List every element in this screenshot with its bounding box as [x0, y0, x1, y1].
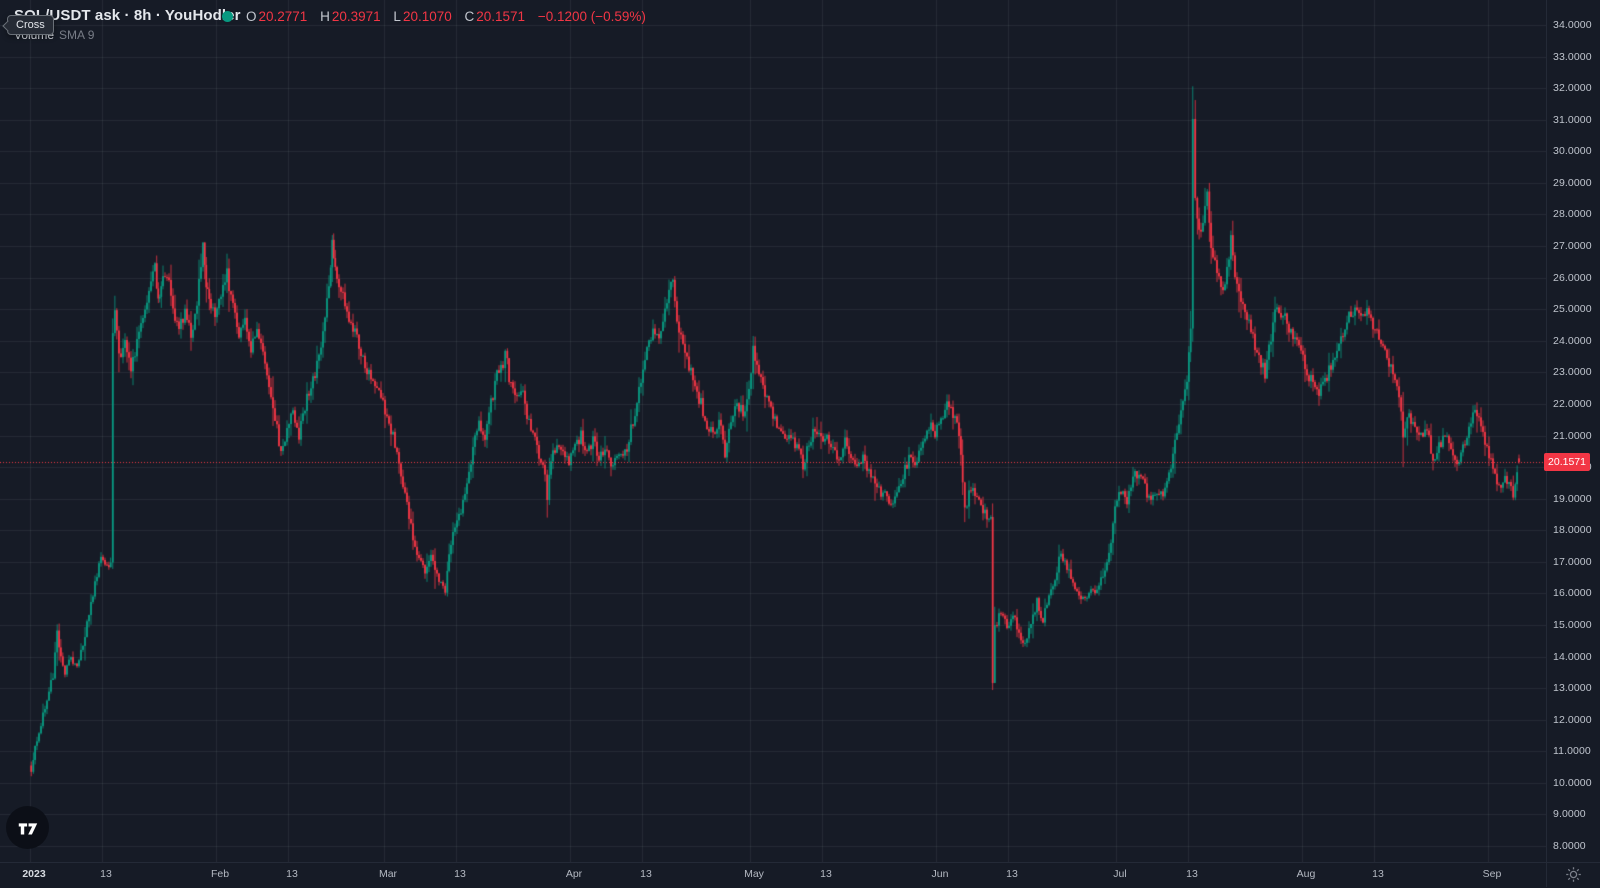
time-axis-label: 13: [100, 868, 112, 880]
low-label: L: [393, 9, 401, 24]
indicator-params: SMA 9: [59, 28, 95, 42]
time-axis-label: Feb: [210, 868, 230, 880]
price-axis-label: 23.0000: [1553, 366, 1592, 379]
crosshair-tooltip-text: Cross: [16, 19, 45, 31]
price-axis-label: 31.0000: [1553, 113, 1592, 126]
close-label: C: [464, 9, 475, 24]
price-axis-label: 29.0000: [1553, 176, 1592, 189]
last-price-label: 20.1571: [1544, 453, 1590, 471]
price-axis-label: 18.0000: [1553, 524, 1592, 537]
ohlc-values: O 20.2771 H 20.3971 L 20.1070 C 20.1571 −0.1…: [246, 9, 646, 24]
price-axis-label: 25.0000: [1553, 303, 1592, 316]
price-axis-label: 33.0000: [1553, 50, 1592, 63]
price-axis-label: 9.0000: [1553, 808, 1586, 821]
price-axis-label: 24.0000: [1553, 334, 1592, 347]
symbol-title[interactable]: SOL/USDT ask · 8h · YouHodler: [14, 7, 241, 24]
price-axis-label: 13.0000: [1553, 682, 1592, 695]
time-axis-label: Sep: [1482, 868, 1502, 880]
close-value: 20.1571: [476, 9, 526, 24]
time-axis-label: 2023: [22, 868, 46, 880]
time-axis-label: Aug: [1296, 868, 1316, 880]
time-axis[interactable]: 2023 13 Feb 13 Mar 13 Apr 13 May 13 Jun 13 Jul 13 Aug 1…: [0, 863, 1546, 887]
price-axis-label: 15.0000: [1553, 618, 1592, 631]
price-axis-separator: [1546, 0, 1547, 887]
high-label: H: [320, 9, 330, 24]
low-value: 20.1070: [402, 9, 452, 24]
crosshair-tooltip: Cross: [7, 15, 54, 35]
gear-icon[interactable]: [1565, 866, 1582, 883]
time-axis-separator: [0, 862, 1600, 863]
time-axis-label: 13: [640, 868, 652, 880]
open-value: 20.2771: [258, 9, 308, 24]
time-axis-label: 13: [1372, 868, 1384, 880]
time-axis-label: Mar: [378, 868, 398, 880]
price-axis-label: 26.0000: [1553, 271, 1592, 284]
tradingview-logo[interactable]: [6, 806, 49, 849]
high-value: 20.3971: [331, 9, 381, 24]
price-axis-label: 19.0000: [1553, 492, 1592, 505]
price-axis-label: 34.0000: [1553, 19, 1592, 31]
time-axis-label: Jun: [931, 868, 949, 880]
price-axis[interactable]: 34.0000 33.0000 32.0000 31.0000 30.0000 29.00…: [1546, 0, 1600, 862]
open-label: O: [246, 9, 257, 24]
candlestick-chart-pane[interactable]: [0, 0, 1546, 862]
price-axis-label: 11.0000: [1553, 745, 1591, 758]
tradingview-logo-icon: [18, 822, 37, 834]
price-axis-label: 16.0000: [1553, 587, 1592, 600]
time-axis-label: 13: [286, 868, 298, 880]
time-axis-label: Jul: [1113, 868, 1127, 880]
market-status-icon[interactable]: [222, 11, 233, 22]
price-axis-label: 30.0000: [1553, 145, 1592, 158]
price-change: −0.1200 (−0.59%): [537, 9, 646, 24]
price-axis-label: 28.0000: [1553, 208, 1592, 221]
time-axis-label: 13: [454, 868, 466, 880]
price-axis-label: 8.0000: [1553, 840, 1586, 852]
price-axis-label: 27.0000: [1553, 240, 1592, 253]
time-axis-label: Apr: [565, 868, 583, 880]
price-axis-label: 21.0000: [1553, 429, 1592, 442]
time-axis-label: 13: [1006, 868, 1018, 880]
time-axis-label: May: [744, 868, 764, 880]
price-axis-label: 32.0000: [1553, 82, 1592, 95]
price-axis-label: 22.0000: [1553, 397, 1592, 410]
time-axis-label: 13: [820, 868, 832, 880]
time-axis-label: 13: [1186, 868, 1198, 880]
price-axis-label: 17.0000: [1553, 555, 1592, 568]
price-axis-label: 10.0000: [1553, 776, 1592, 789]
price-axis-label: 14.0000: [1553, 650, 1592, 663]
price-axis-label: 12.0000: [1553, 713, 1592, 726]
